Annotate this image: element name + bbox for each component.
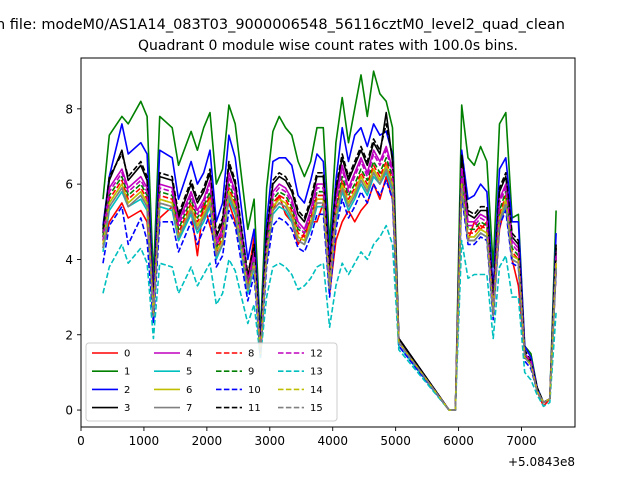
x-tick-label: 4000 [317,434,348,448]
legend-label-8: 8 [248,349,254,360]
y-tick-label: 4 [65,253,73,267]
x-tick-label: 7000 [506,434,537,448]
x-axis: 0 1000 2000 3000 4000 5000 6000 7000 [77,427,537,448]
x-axis-offset-label: +5.0843e8 [508,455,575,469]
y-tick-label: 6 [65,178,73,192]
legend-label-5: 5 [186,367,192,378]
legend-label-15: 15 [310,403,323,414]
chart-title: Quadrant 0 module wise count rates with … [138,38,518,54]
series-line-14 [102,164,557,411]
legend-label-10: 10 [248,385,261,396]
legend-label-14: 14 [310,385,323,396]
legend-label-4: 4 [186,349,192,360]
x-tick-label: 0 [77,434,85,448]
legend-box [85,342,338,422]
series-line-1 [102,70,557,411]
x-tick-label: 6000 [443,434,474,448]
x-tick-label: 1000 [129,434,160,448]
legend-label-6: 6 [186,385,192,396]
legend-label-0: 0 [124,349,130,360]
legend-label-1: 1 [124,367,130,378]
legend-label-13: 13 [310,367,323,378]
series-line-13 [102,224,557,411]
y-axis: 0 2 4 6 8 [65,102,81,418]
plot-frame [80,57,576,428]
series-line-10 [102,179,557,411]
plot-area: 0 1000 2000 3000 4000 5000 6000 7000 0 2 4 6 8 +5.0… [65,57,576,469]
y-tick-label: 8 [65,102,73,116]
series-lines [102,70,557,411]
legend-label-3: 3 [124,403,130,414]
y-tick-label: 0 [65,404,73,418]
legend-label-9: 9 [248,367,254,378]
x-tick-label: 5000 [380,434,411,448]
series-line-15 [102,168,557,411]
legend-label-7: 7 [186,403,192,414]
figure-suptitle: n file: modeM0/AS1A14_083T03_9000006548_… [0,17,565,33]
x-tick-label: 3000 [255,434,286,448]
legend-label-12: 12 [310,349,323,360]
x-tick-label: 2000 [192,434,223,448]
legend-label-11: 11 [248,403,261,414]
legend-label-2: 2 [124,385,130,396]
y-tick-label: 2 [65,328,73,342]
